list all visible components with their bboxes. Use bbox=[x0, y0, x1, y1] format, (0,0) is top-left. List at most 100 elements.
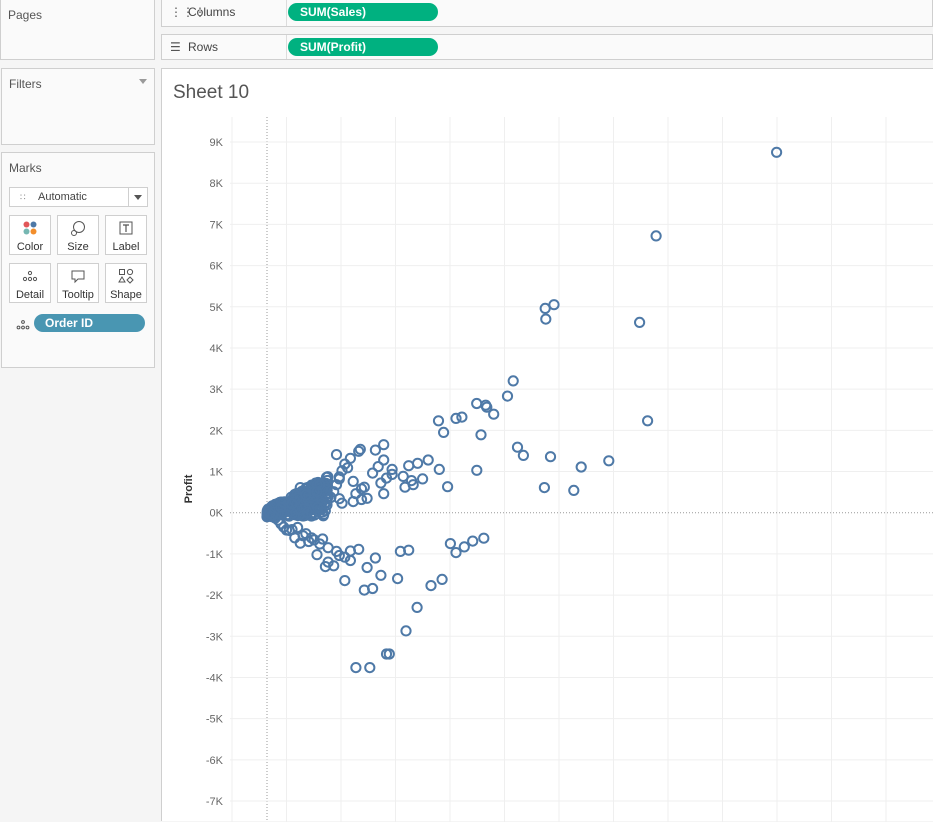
data-point bbox=[433, 463, 445, 475]
data-point bbox=[568, 484, 580, 496]
data-point bbox=[311, 501, 324, 514]
tooltip-button[interactable]: Tooltip bbox=[57, 263, 99, 303]
rows-shelf[interactable]: ☰ Rows SUM(Profit) bbox=[161, 34, 933, 60]
data-point bbox=[294, 482, 306, 494]
data-point bbox=[347, 475, 359, 487]
data-point bbox=[330, 449, 343, 461]
data-point bbox=[444, 538, 456, 550]
data-point bbox=[350, 662, 362, 674]
filters-card[interactable]: Filters bbox=[1, 68, 155, 145]
data-point bbox=[399, 481, 411, 493]
detail-field-icon bbox=[16, 318, 30, 336]
data-point bbox=[442, 481, 454, 493]
y-tick-label: 8K bbox=[210, 178, 224, 190]
sheet-title: Sheet 10 bbox=[173, 82, 250, 103]
data-point bbox=[511, 441, 524, 453]
order-id-pill[interactable]: Order ID bbox=[34, 314, 145, 332]
data-point bbox=[314, 479, 326, 491]
y-tick-label: 7K bbox=[210, 219, 224, 231]
data-points bbox=[261, 146, 783, 674]
y-tick-label: -5K bbox=[206, 714, 224, 726]
detail-button[interactable]: Detail bbox=[9, 263, 51, 303]
mark-type-chevron-down-icon[interactable] bbox=[128, 188, 147, 206]
data-point bbox=[344, 452, 356, 464]
data-point bbox=[311, 549, 323, 561]
data-point bbox=[372, 461, 384, 473]
sum-sales-pill[interactable]: SUM(Sales) bbox=[288, 3, 438, 21]
data-point bbox=[339, 575, 351, 587]
data-point bbox=[286, 524, 298, 536]
data-point bbox=[378, 488, 390, 500]
data-point bbox=[471, 397, 483, 410]
label-button[interactable]: Label bbox=[105, 215, 147, 255]
data-point bbox=[286, 498, 298, 510]
color-icon bbox=[10, 220, 50, 240]
y-tick-label: 0K bbox=[210, 508, 224, 520]
data-point bbox=[333, 473, 345, 485]
y-tick-label: 5K bbox=[210, 302, 224, 314]
data-point bbox=[311, 486, 323, 498]
shelf-divider bbox=[286, 35, 287, 59]
data-point bbox=[450, 547, 462, 559]
pages-card: Pages bbox=[0, 0, 155, 60]
size-button[interactable]: Size bbox=[57, 215, 99, 255]
y-axis-label: Profit bbox=[183, 474, 195, 503]
worksheet-view: Sheet 10 9K 8K 7K 6K 5K 4K 3K 2K 1K 0K -1K -2K -3K -4… bbox=[161, 68, 933, 822]
data-point bbox=[339, 551, 351, 563]
y-tick-label: -1K bbox=[206, 549, 224, 561]
shape-button[interactable]: Shape bbox=[105, 263, 147, 303]
color-button[interactable]: Color bbox=[9, 215, 51, 255]
data-point bbox=[355, 493, 368, 506]
data-point bbox=[603, 455, 615, 467]
data-point bbox=[544, 451, 557, 463]
size-button-label: Size bbox=[67, 241, 89, 253]
horizontal-gridlines bbox=[230, 141, 933, 802]
detail-button-label: Detail bbox=[15, 289, 45, 301]
label-button-label: Label bbox=[112, 241, 140, 253]
tooltip-button-label: Tooltip bbox=[62, 289, 94, 301]
data-point bbox=[458, 541, 470, 553]
data-point bbox=[405, 475, 418, 487]
data-point bbox=[417, 473, 429, 485]
marks-card: Marks ∷ Automatic Color Size bbox=[1, 152, 155, 368]
filters-menu-caret-icon[interactable] bbox=[139, 79, 147, 84]
marks-card-title: Marks bbox=[9, 161, 42, 175]
data-point bbox=[501, 390, 514, 402]
data-point bbox=[538, 482, 550, 494]
y-tick-label: 9K bbox=[210, 137, 224, 149]
scatter-chart[interactable]: 9K 8K 7K 6K 5K 4K 3K 2K 1K 0K -1K -2K -3K -4K -5K -6K -7… bbox=[162, 69, 933, 822]
label-icon bbox=[106, 220, 146, 240]
data-point bbox=[456, 411, 468, 423]
data-point bbox=[383, 648, 395, 660]
data-point bbox=[400, 625, 412, 637]
data-point bbox=[539, 302, 551, 314]
data-point bbox=[312, 505, 324, 517]
data-point bbox=[300, 489, 312, 501]
data-point bbox=[330, 545, 343, 557]
y-tick-label: -3K bbox=[206, 631, 224, 643]
data-point bbox=[353, 445, 365, 457]
data-point bbox=[369, 444, 381, 456]
data-point bbox=[450, 412, 462, 424]
data-point bbox=[540, 313, 552, 325]
data-point bbox=[378, 439, 390, 451]
data-point bbox=[364, 662, 376, 674]
data-point bbox=[392, 573, 404, 585]
data-point bbox=[289, 495, 301, 507]
data-point bbox=[436, 573, 448, 585]
data-point bbox=[517, 449, 529, 461]
mark-type-dropdown[interactable]: ∷ Automatic bbox=[9, 187, 148, 207]
data-point bbox=[386, 468, 398, 480]
data-point bbox=[471, 464, 483, 476]
data-point bbox=[344, 554, 356, 567]
data-point bbox=[642, 415, 654, 427]
shelf-divider bbox=[286, 0, 287, 26]
data-point bbox=[301, 506, 313, 518]
data-point bbox=[328, 486, 340, 498]
filters-card-title: Filters bbox=[9, 77, 42, 91]
y-tick-label: -6K bbox=[206, 755, 224, 767]
data-point bbox=[358, 584, 370, 596]
rows-shelf-label: Rows bbox=[188, 40, 219, 54]
columns-shelf[interactable]: ⋮⋮⋮ Columns SUM(Sales) bbox=[161, 0, 933, 27]
sum-profit-pill[interactable]: SUM(Profit) bbox=[288, 38, 438, 56]
